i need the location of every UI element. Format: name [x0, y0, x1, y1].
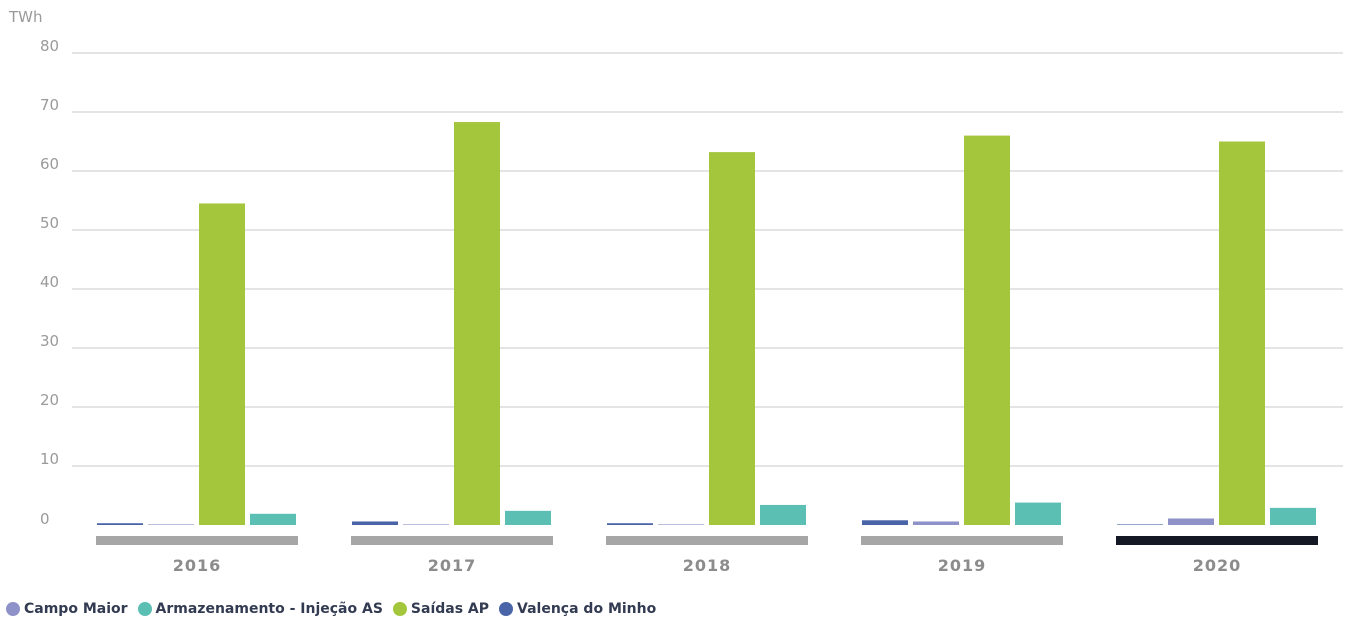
legend-swatch-icon	[499, 602, 514, 616]
bar-valen-a-do-minho-2016	[97, 523, 143, 525]
legend-swatch-icon	[6, 602, 20, 616]
bar-campo-maior-2016	[148, 524, 194, 525]
y-tick-label: 40	[40, 273, 59, 291]
category-label-2020[interactable]: 2020	[1193, 556, 1242, 575]
y-tick-label: 60	[40, 155, 59, 173]
bar-sa-das-ap-2019	[964, 135, 1010, 525]
bar-valen-a-do-minho-2019	[862, 520, 908, 525]
bar-armazenamento-inje-o-as-2018	[760, 504, 806, 525]
bar-armazenamento-inje-o-as-2020	[1270, 507, 1316, 525]
category-label-2019[interactable]: 2019	[938, 556, 987, 575]
y-axis-ticks: 0 10 20 30 40 50 60 70 80	[40, 37, 59, 528]
y-tick-label: 80	[40, 37, 59, 55]
category-axis[interactable]: 2016 2017 2018 2019 2020	[96, 536, 1318, 575]
category-label-2016[interactable]: 2016	[173, 556, 222, 575]
bar-campo-maior-2019	[913, 521, 959, 525]
bar-sa-das-ap-2020	[1219, 141, 1265, 525]
category-bar-2020[interactable]	[1116, 536, 1318, 545]
bar-campo-maior-2017	[403, 524, 449, 525]
bars	[97, 122, 1316, 525]
category-bar-2019[interactable]	[861, 536, 1063, 545]
y-axis-unit-label: TWh	[8, 8, 43, 26]
category-bar-2017[interactable]	[351, 536, 553, 545]
bar-sa-das-ap-2018	[709, 152, 755, 525]
legend-label: Campo Maior	[24, 601, 128, 617]
legend-item: Saídas AP	[392, 601, 490, 617]
bar-sa-das-ap-2017	[454, 122, 500, 525]
legend-label: Armazenamento - Injeção AS	[155, 601, 383, 617]
legend-item: Armazenamento - Injeção AS	[137, 601, 383, 617]
category-bar-2018[interactable]	[606, 536, 808, 545]
bar-campo-maior-2020	[1168, 518, 1214, 525]
legend-item: Campo Maior	[6, 601, 128, 617]
legend-item: Valença do Minho	[499, 601, 656, 617]
bar-campo-maior-2018	[658, 524, 704, 525]
legend-swatch-icon	[137, 602, 152, 616]
y-tick-label: 30	[40, 332, 59, 350]
category-bar-2016[interactable]	[96, 536, 298, 545]
y-tick-label: 70	[40, 96, 59, 114]
bar-armazenamento-inje-o-as-2016	[250, 513, 296, 525]
bar-valen-a-do-minho-2018	[607, 523, 653, 525]
category-label-2017[interactable]: 2017	[428, 556, 477, 575]
y-tick-label: 0	[40, 510, 50, 528]
y-tick-label: 10	[40, 450, 59, 468]
category-label-2018[interactable]: 2018	[683, 556, 732, 575]
y-tick-label: 50	[40, 214, 59, 232]
legend: Campo Maior Armazenamento - Injeção AS Saí…	[6, 601, 656, 617]
legend-label: Valença do Minho	[517, 601, 657, 617]
bar-armazenamento-inje-o-as-2019	[1015, 502, 1061, 525]
bar-valen-a-do-minho-2020	[1117, 524, 1163, 525]
grid-lines	[72, 52, 1343, 467]
y-tick-label: 20	[40, 391, 59, 409]
legend-label: Saídas AP	[410, 601, 490, 617]
legend-swatch-icon	[392, 602, 407, 616]
bar-sa-das-ap-2016	[199, 203, 245, 525]
bar-valen-a-do-minho-2017	[352, 521, 398, 525]
bar-armazenamento-inje-o-as-2017	[505, 510, 551, 525]
